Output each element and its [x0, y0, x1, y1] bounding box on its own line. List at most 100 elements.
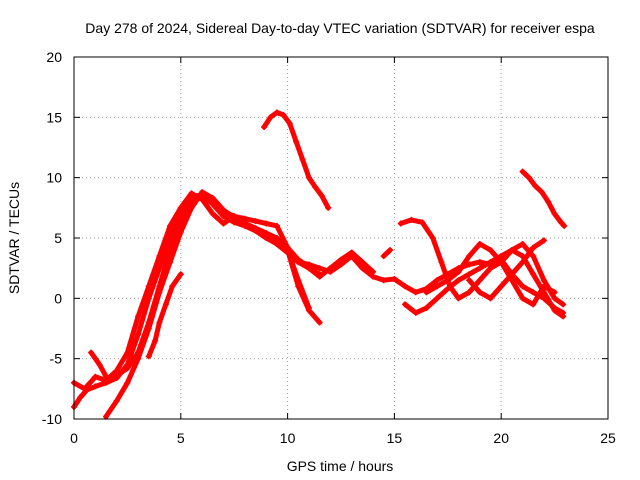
y-axis-label: SDTVAR / TECUs	[6, 182, 22, 294]
data-point	[560, 301, 567, 308]
data-point	[145, 325, 152, 332]
data-point	[105, 377, 112, 384]
data-point	[338, 256, 344, 263]
data-point	[476, 241, 483, 248]
data-point	[263, 220, 270, 227]
data-point	[113, 397, 120, 404]
data-point	[241, 220, 248, 227]
data-point	[412, 289, 419, 296]
data-point	[135, 331, 142, 338]
chart-title: Day 278 of 2024, Sidereal Day-to-day VTE…	[85, 20, 595, 36]
data-point	[434, 283, 441, 290]
x-tick-label: 20	[493, 430, 509, 446]
data-point	[498, 283, 505, 290]
data-point	[558, 219, 565, 226]
series-trace	[402, 247, 566, 319]
x-tick-label: 0	[70, 430, 78, 446]
data-point	[540, 277, 547, 284]
data-point	[359, 265, 366, 272]
data-point	[519, 241, 526, 248]
series-arc-5	[145, 271, 184, 360]
data-point	[177, 271, 184, 278]
data-point	[498, 253, 505, 260]
data-point	[295, 259, 302, 266]
series-arc-2	[71, 190, 312, 392]
y-tick-label: 20	[46, 49, 62, 65]
data-point	[316, 319, 323, 326]
data-point	[412, 309, 419, 316]
series-trace	[466, 237, 547, 301]
data-point	[466, 261, 473, 268]
data-point	[530, 253, 537, 260]
data-point	[156, 289, 163, 296]
series-trace	[381, 247, 393, 259]
data-point	[455, 277, 462, 284]
data-point	[124, 349, 131, 356]
x-tick-label: 25	[600, 430, 616, 446]
data-point	[252, 218, 259, 225]
axis-ticks	[73, 56, 609, 420]
data-point	[220, 220, 227, 227]
data-point	[380, 277, 387, 284]
data-point	[113, 372, 120, 379]
data-point	[209, 195, 216, 202]
data-point	[327, 265, 334, 272]
data-point	[209, 210, 216, 217]
data-point	[487, 295, 494, 302]
series-trace	[71, 190, 312, 392]
data-point	[177, 216, 184, 223]
data-point	[561, 222, 568, 229]
data-point	[135, 355, 142, 362]
data-point	[455, 295, 462, 302]
data-point	[135, 313, 142, 320]
data-point	[286, 120, 293, 127]
data-point	[370, 268, 377, 275]
data-point	[299, 156, 306, 163]
data-point	[525, 174, 532, 181]
series-arc-13	[466, 237, 547, 302]
data-point	[423, 289, 430, 296]
data-point	[312, 184, 319, 191]
data-point	[560, 313, 567, 320]
series-trace	[261, 110, 331, 211]
data-point	[446, 283, 453, 290]
y-tick-label: 5	[54, 230, 62, 246]
data-point	[487, 247, 494, 254]
data-point	[273, 222, 280, 229]
y-tick-label: 15	[46, 109, 62, 125]
data-point	[177, 204, 184, 211]
data-point	[532, 183, 539, 190]
x-tick-label: 5	[177, 430, 185, 446]
data-point	[188, 204, 195, 211]
data-point	[444, 277, 451, 284]
data-point	[402, 301, 409, 308]
data-point	[92, 373, 99, 380]
data-point	[145, 353, 152, 360]
tick-labels: 0 5 10 15 20 25 -10 -5 0 5 10 15 20	[42, 49, 616, 446]
x-tick-label: 10	[280, 430, 296, 446]
data-point	[530, 244, 537, 251]
data-point	[92, 383, 99, 390]
series-arc-3	[88, 192, 312, 384]
data-point	[252, 225, 259, 232]
data-point	[348, 249, 355, 256]
x-tick-label: 15	[387, 430, 403, 446]
data-point	[280, 111, 287, 118]
data-point	[231, 214, 238, 221]
data-point	[77, 394, 84, 401]
data-point	[293, 138, 300, 145]
data-point	[88, 349, 95, 356]
data-point	[124, 379, 131, 386]
data-point	[81, 385, 88, 392]
data-point	[188, 190, 195, 197]
data-point	[476, 277, 483, 284]
data-point	[551, 307, 558, 314]
data-point	[316, 265, 323, 272]
data-point	[408, 216, 415, 223]
data-point	[466, 271, 473, 278]
data-point	[199, 189, 206, 196]
data-point	[466, 289, 473, 296]
data-point	[156, 319, 163, 326]
data-point	[438, 259, 445, 266]
